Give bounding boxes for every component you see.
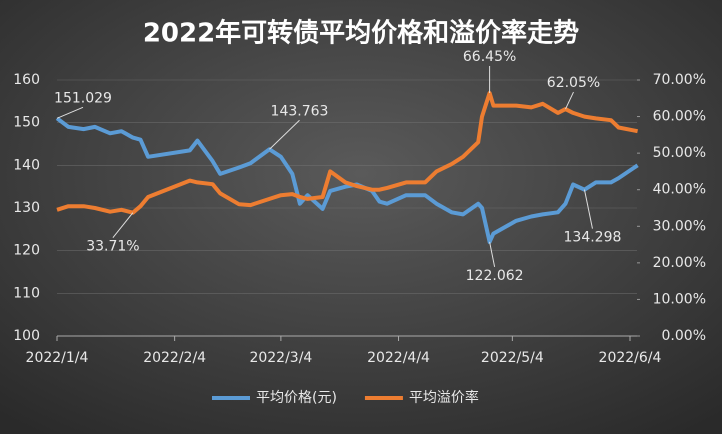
label-leader — [112, 212, 134, 239]
data-label: 151.029 — [54, 90, 112, 106]
chart-title: 2022年可转债平均价格和溢价率走势 — [143, 18, 579, 49]
y2-tick-label: 20.00% — [653, 255, 706, 271]
y-tick-label: 100 — [13, 328, 40, 344]
y2-tick-label: 60.00% — [653, 109, 706, 125]
label-leader — [583, 189, 593, 229]
label-leader — [56, 106, 84, 119]
y2-tick-label: 40.00% — [653, 182, 706, 198]
y-tick-label: 120 — [13, 243, 40, 259]
data-label: 122.062 — [466, 268, 524, 284]
y-tick-label: 160 — [13, 72, 40, 88]
data-label: 62.05% — [547, 75, 600, 91]
data-label: 134.298 — [564, 230, 622, 246]
legend-label: 平均溢价率 — [409, 389, 479, 406]
legend-label: 平均价格(元) — [256, 390, 337, 406]
y2-tick-label: 50.00% — [653, 145, 706, 161]
y-tick-label: 150 — [13, 115, 40, 131]
data-label: 66.45% — [463, 49, 516, 65]
x-tick-label: 2022/3/4 — [249, 350, 312, 366]
label-leader — [269, 119, 300, 150]
data-label: 33.71% — [86, 239, 139, 255]
series-line — [56, 91, 638, 215]
y2-tick-label: 0.00% — [662, 328, 706, 344]
x-tick-label: 2022/2/4 — [143, 350, 206, 366]
label-leader — [565, 91, 574, 110]
y-tick-label: 110 — [13, 285, 40, 301]
y-tick-label: 130 — [13, 200, 40, 216]
x-tick-label: 2022/4/4 — [367, 350, 430, 366]
y2-tick-label: 10.00% — [653, 291, 706, 307]
y-tick-label: 140 — [13, 157, 40, 173]
x-tick-label: 2022/5/4 — [481, 350, 544, 366]
x-tick-label: 2022/6/4 — [599, 350, 662, 366]
data-label: 143.763 — [271, 103, 329, 119]
x-tick-label: 2022/1/4 — [26, 350, 89, 366]
label-leader — [489, 241, 496, 267]
y2-tick-label: 30.00% — [653, 218, 706, 234]
y2-tick-label: 70.00% — [653, 72, 706, 88]
